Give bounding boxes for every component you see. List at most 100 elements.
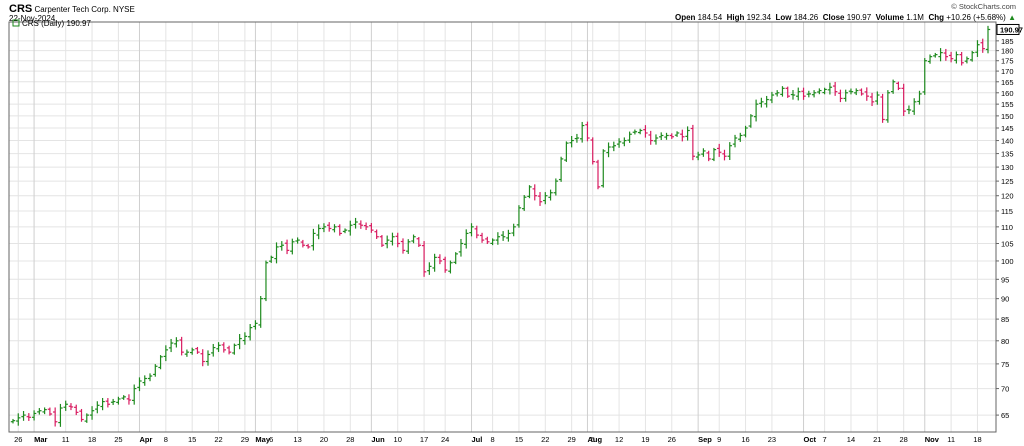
high-label: High [726,13,745,22]
y-tick-label: 155 [1001,100,1014,109]
x-tick-label: 6 [269,435,273,444]
x-tick-label: 15 [188,435,196,444]
ohlc-bar [26,413,32,421]
x-tick-label: Mar [34,435,47,444]
ohlc-bar [490,238,495,246]
x-tick-label: 28 [346,435,354,444]
ohlc-bar [590,137,595,165]
ohlc-bar [764,95,769,108]
ohlc-bar [785,86,790,98]
ohlc-bar [126,394,132,405]
ohlc-bar [558,156,564,182]
copyright: © StockCharts.com [951,2,1016,11]
ohlc-bar [358,220,364,229]
y-tick-label: 185 [1001,37,1014,46]
ohlc-bar [348,220,353,236]
ohlc-bar [147,373,153,382]
ohlc-bar [305,243,311,249]
ohlc-bar [369,222,374,233]
ohlc-bar [975,40,980,57]
low-value: 184.26 [793,13,819,22]
ohlc-bar [753,99,759,122]
x-tick-label: 22 [541,435,549,444]
x-tick-label: Apr [139,435,152,444]
ohlc-bar [74,404,79,416]
ohlc-bar [316,224,321,240]
y-tick-label: 145 [1001,124,1014,133]
x-tick-label: 25 [114,435,122,444]
close-value: 190.97 [846,13,872,22]
ohlc-bar [395,232,400,248]
ohlc-bar [95,401,100,414]
x-tick-label: 13 [293,435,301,444]
ohlc-bar [627,131,632,143]
ohlc-bar [84,413,89,423]
x-tick-label: 18 [973,435,981,444]
ohlc-bar [822,87,827,95]
ohlc-bar [711,147,717,162]
ohlc-bar [801,87,806,100]
ohlc-bar [774,90,780,97]
last-price-box [996,23,1020,35]
ohlc-bar [406,239,411,254]
y-tick-label: 175 [1001,57,1014,66]
ohlc-bar [21,411,26,421]
ohlc-bar [379,235,385,247]
ohlc-bar [453,252,458,265]
ohlc-bar [284,239,290,255]
x-tick-label: Jun [371,435,385,444]
ohlc-bar [158,355,163,370]
ohlc-bar [200,349,205,367]
y-tick-label: 90 [1001,295,1009,304]
x-tick-label: 21 [873,435,881,444]
x-tick-label: Sep [698,435,712,444]
x-tick-label: 8 [491,435,495,444]
symbol: CRS [9,3,33,15]
ohlc-bar [637,128,643,135]
ohlc-bar [448,260,453,274]
y-tick-label: 70 [1001,385,1009,394]
ohlc-bar [885,90,891,123]
ohlc-bar [569,136,574,148]
ohlc-bar [179,336,184,356]
y-tick-label: 140 [1001,137,1014,146]
ohlc-bar [943,48,949,61]
ohlc-bar [163,345,169,362]
ohlc-bar [964,56,970,64]
ohlc-bar [790,90,796,100]
x-tick-label: May [255,435,270,444]
ohlc-bar [854,88,859,96]
ohlc-bar [537,192,543,206]
ohlc-bar [279,241,284,251]
ohlc-bar [616,138,622,148]
ohlc-bar [664,132,669,140]
ohlc-bar [738,132,743,142]
ohlc-bar [474,225,479,239]
ohlc-bar [506,229,511,242]
ohlc-bar [427,262,432,275]
ohlc-bar [195,346,200,354]
ohlc-bar [511,223,516,237]
x-tick-label: 22 [214,435,222,444]
ohlc-bar [969,50,975,62]
ohlc-bar [669,133,674,139]
x-tick-label: 29 [241,435,249,444]
ohlc-bar [701,148,706,157]
ohlc-bar [564,141,569,162]
ohlc-bar [574,133,580,143]
ohlc-bar [174,337,179,348]
x-tick-label: 26 [14,435,22,444]
ohlc-bar [743,125,748,138]
change-value: +10.26 (+5.68%) [946,13,1006,22]
close-label: Close [822,13,845,22]
ohlc-bar [221,342,227,353]
ohlc-bar [579,121,585,143]
ohlc-bar [290,238,295,255]
ohlc-bar [601,149,606,188]
x-tick-label: Aug [587,435,602,444]
ohlc-bar [232,343,237,355]
ohlc-bar [342,228,348,234]
ohlc-bar [648,130,653,145]
x-tick-label: 29 [567,435,575,444]
